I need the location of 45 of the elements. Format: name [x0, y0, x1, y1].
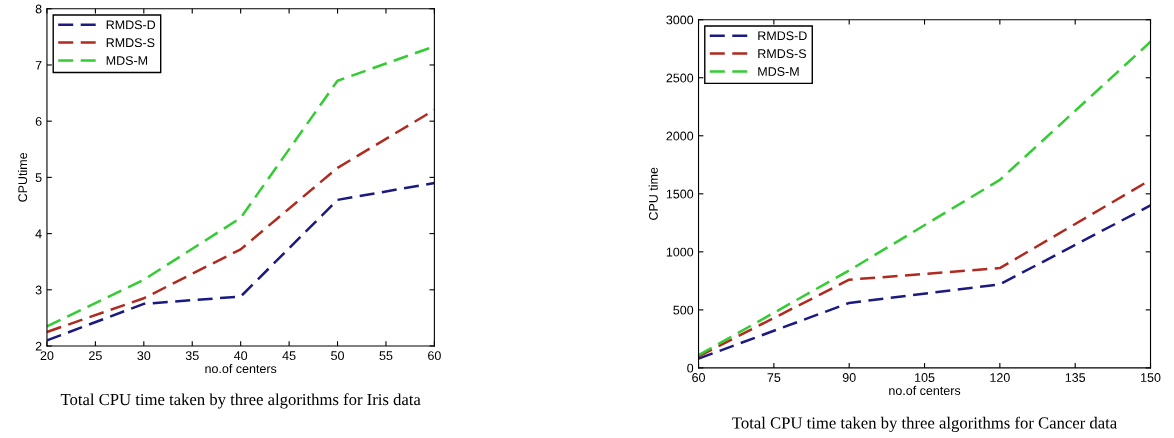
- legend-label: RMDS-S: [106, 38, 155, 48]
- legend-label: MDS-M: [106, 56, 148, 65]
- y-tick-label: 7: [35, 60, 42, 70]
- legend-label: RMDS-D: [758, 31, 807, 41]
- x-tick-label: 20: [40, 351, 54, 361]
- y-tick-label: 0: [687, 363, 694, 373]
- x-tick-label: 60: [428, 351, 441, 361]
- text: Total CPU time taken by three algorithms for Iris data: [60, 393, 421, 409]
- y-tick-label: 3000: [666, 15, 694, 25]
- x-tick-label: 120: [990, 373, 1010, 382]
- y-tick-label: 2500: [666, 73, 694, 83]
- x-tick-label: 75: [767, 373, 781, 382]
- y-tick-label: 5: [35, 173, 42, 183]
- y-tick-label: 1000: [666, 247, 694, 257]
- x-tick-label: 50: [331, 351, 344, 361]
- x-tick-label: 30: [137, 351, 151, 361]
- x-tick-label: 105: [915, 373, 935, 382]
- legend-label: MDS-M: [758, 67, 799, 76]
- y-tick-label: 6: [35, 116, 42, 126]
- y-tick-label: 1500: [666, 189, 694, 199]
- x-tick-label: 35: [185, 351, 199, 361]
- y-tick-label: 3: [35, 285, 42, 295]
- x-tick-label: 135: [1065, 373, 1086, 382]
- x-tick-label: 25: [89, 351, 102, 361]
- legend-label: RMDS-S: [758, 49, 807, 59]
- y-tick-label: 8: [35, 4, 42, 14]
- y-axis-title: CPU time: [648, 167, 658, 220]
- line-series: [698, 204, 1151, 360]
- y-tick-label: 2000: [666, 131, 694, 141]
- text: Total CPU time taken by three algorithms for Cancer data: [732, 416, 1117, 432]
- x-tick-label: 60: [692, 373, 705, 382]
- legend-label: RMDS-D: [106, 20, 156, 30]
- x-axis-title: no.of centers: [889, 385, 961, 395]
- x-tick-label: 150: [1141, 373, 1161, 382]
- y-tick-label: 4: [35, 229, 42, 239]
- x-tick-label: 40: [234, 351, 248, 361]
- line-series: [698, 40, 1151, 357]
- line-series: [46, 181, 435, 342]
- x-tick-label: 55: [379, 351, 393, 361]
- x-tick-label: 90: [842, 373, 856, 382]
- y-tick-label: 500: [673, 305, 694, 315]
- y-tick-label: 2: [35, 341, 42, 351]
- x-axis-title: no.of centers: [205, 363, 277, 374]
- y-axis-title: CPUtime: [17, 152, 28, 202]
- x-tick-label: 45: [282, 351, 296, 361]
